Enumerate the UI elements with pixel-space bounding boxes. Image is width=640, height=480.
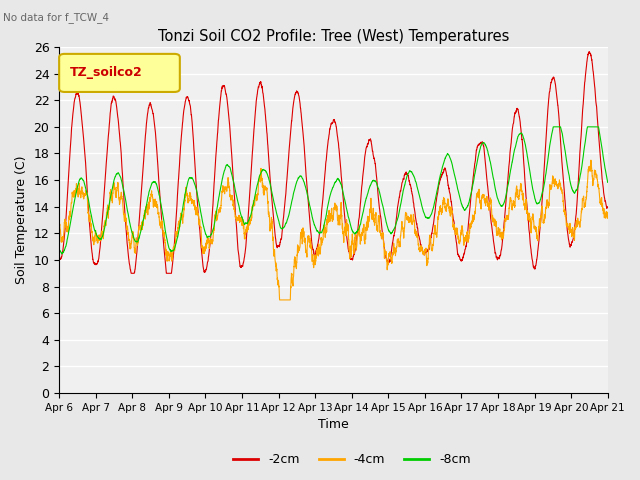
Y-axis label: Soil Temperature (C): Soil Temperature (C) bbox=[15, 156, 28, 284]
Legend: -2cm, -4cm, -8cm: -2cm, -4cm, -8cm bbox=[228, 448, 476, 471]
Text: TZ_soilco2: TZ_soilco2 bbox=[70, 66, 143, 79]
X-axis label: Time: Time bbox=[318, 419, 349, 432]
Title: Tonzi Soil CO2 Profile: Tree (West) Temperatures: Tonzi Soil CO2 Profile: Tree (West) Temp… bbox=[157, 29, 509, 44]
FancyBboxPatch shape bbox=[59, 54, 180, 92]
Text: No data for f_TCW_4: No data for f_TCW_4 bbox=[3, 12, 109, 23]
